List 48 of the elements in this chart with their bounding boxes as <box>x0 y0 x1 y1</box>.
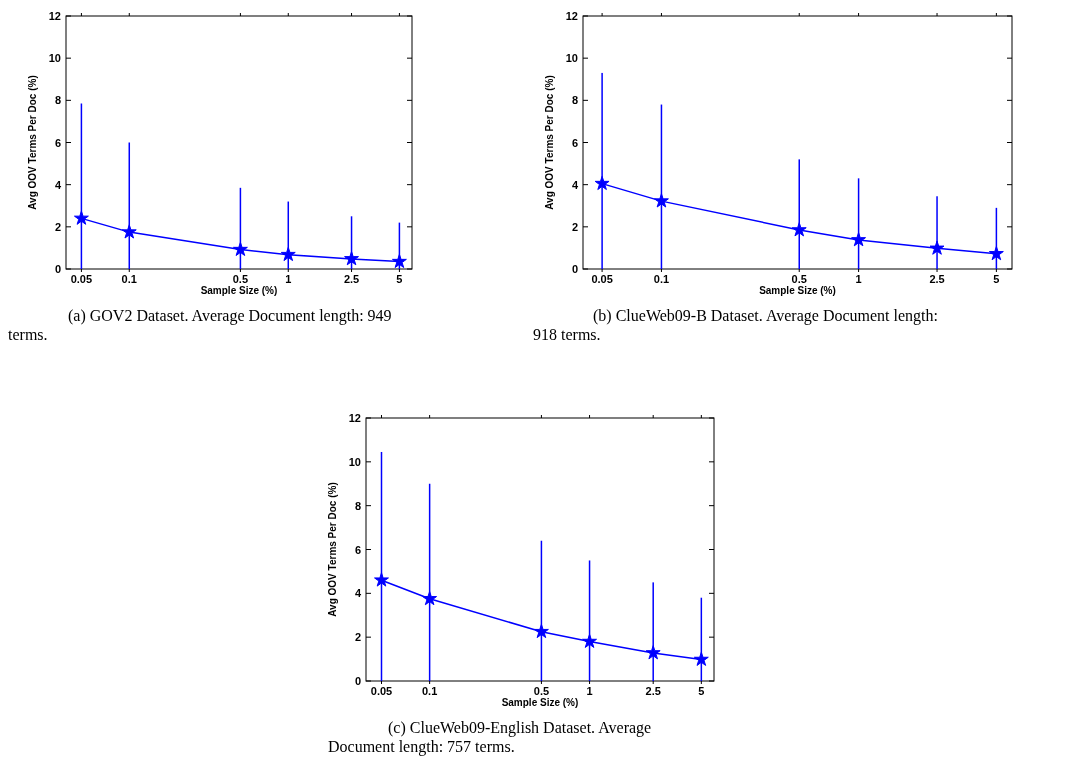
x-tick-label: 1 <box>855 273 862 285</box>
x-tick-label: 0.05 <box>370 685 393 697</box>
y-tick-label: 2 <box>354 631 361 644</box>
y-tick-label: 6 <box>571 136 578 149</box>
y-axis-title: Avg OOV Terms Per Doc (%) <box>27 75 38 210</box>
y-tick-label: 8 <box>354 499 361 512</box>
y-tick-label: 12 <box>48 10 61 22</box>
y-tick-label: 4 <box>571 178 579 191</box>
x-tick-label: 0.5 <box>533 685 550 697</box>
x-tick-label: 0.05 <box>591 273 613 285</box>
y-axis-title: Avg OOV Terms Per Doc (%) <box>327 482 338 617</box>
y-tick-label: 2 <box>54 220 61 233</box>
y-tick-label: 0 <box>354 675 361 687</box>
x-tick-label: 5 <box>396 273 403 285</box>
text: (b) ClueWeb09-B Dataset. Average Document length: 918 terms. <box>533 307 938 343</box>
x-tick-label: 5 <box>993 273 1000 285</box>
y-tick-label: 0 <box>54 263 61 275</box>
y-tick-label: 10 <box>565 52 578 65</box>
x-tick-label: 0.1 <box>421 685 438 697</box>
y-tick-label: 12 <box>348 412 361 424</box>
y-tick-label: 4 <box>54 178 62 191</box>
x-tick-label: 2.5 <box>929 273 945 285</box>
y-tick-label: 2 <box>571 220 578 233</box>
x-tick-label: 2.5 <box>645 685 661 697</box>
y-tick-label: 10 <box>48 52 61 65</box>
y-tick-label: 0 <box>571 263 578 275</box>
y-tick-label: 6 <box>354 543 361 556</box>
y-tick-label: 10 <box>348 455 361 468</box>
text: (a) GOV2 Dataset. Average Document length: 949 terms. <box>8 307 392 343</box>
x-axis-title: Sample Size (%) <box>200 285 278 296</box>
x-tick-label: 0.5 <box>232 273 249 285</box>
y-tick-label: 6 <box>54 136 61 149</box>
x-tick-label: 0.05 <box>70 273 93 285</box>
text: (c) ClueWeb09-English Dataset. Average Document length: 757 terms. <box>328 719 652 756</box>
x-tick-label: 1 <box>285 273 292 285</box>
x-tick-label: 5 <box>698 685 705 697</box>
y-tick-label: 4 <box>354 587 362 600</box>
x-tick-label: 1 <box>586 685 593 697</box>
x-tick-label: 0.1 <box>653 273 670 285</box>
x-axis-title: Sample Size (%) <box>759 285 836 296</box>
x-tick-label: 0.1 <box>121 273 137 285</box>
y-tick-label: 12 <box>565 10 578 22</box>
x-axis-title: Sample Size (%) <box>501 697 579 708</box>
y-axis-title: Avg OOV Terms Per Doc (%) <box>544 75 555 210</box>
x-tick-label: 2.5 <box>343 273 360 285</box>
y-tick-label: 8 <box>54 94 61 107</box>
x-tick-label: 0.5 <box>791 273 807 285</box>
y-tick-label: 8 <box>571 94 578 107</box>
